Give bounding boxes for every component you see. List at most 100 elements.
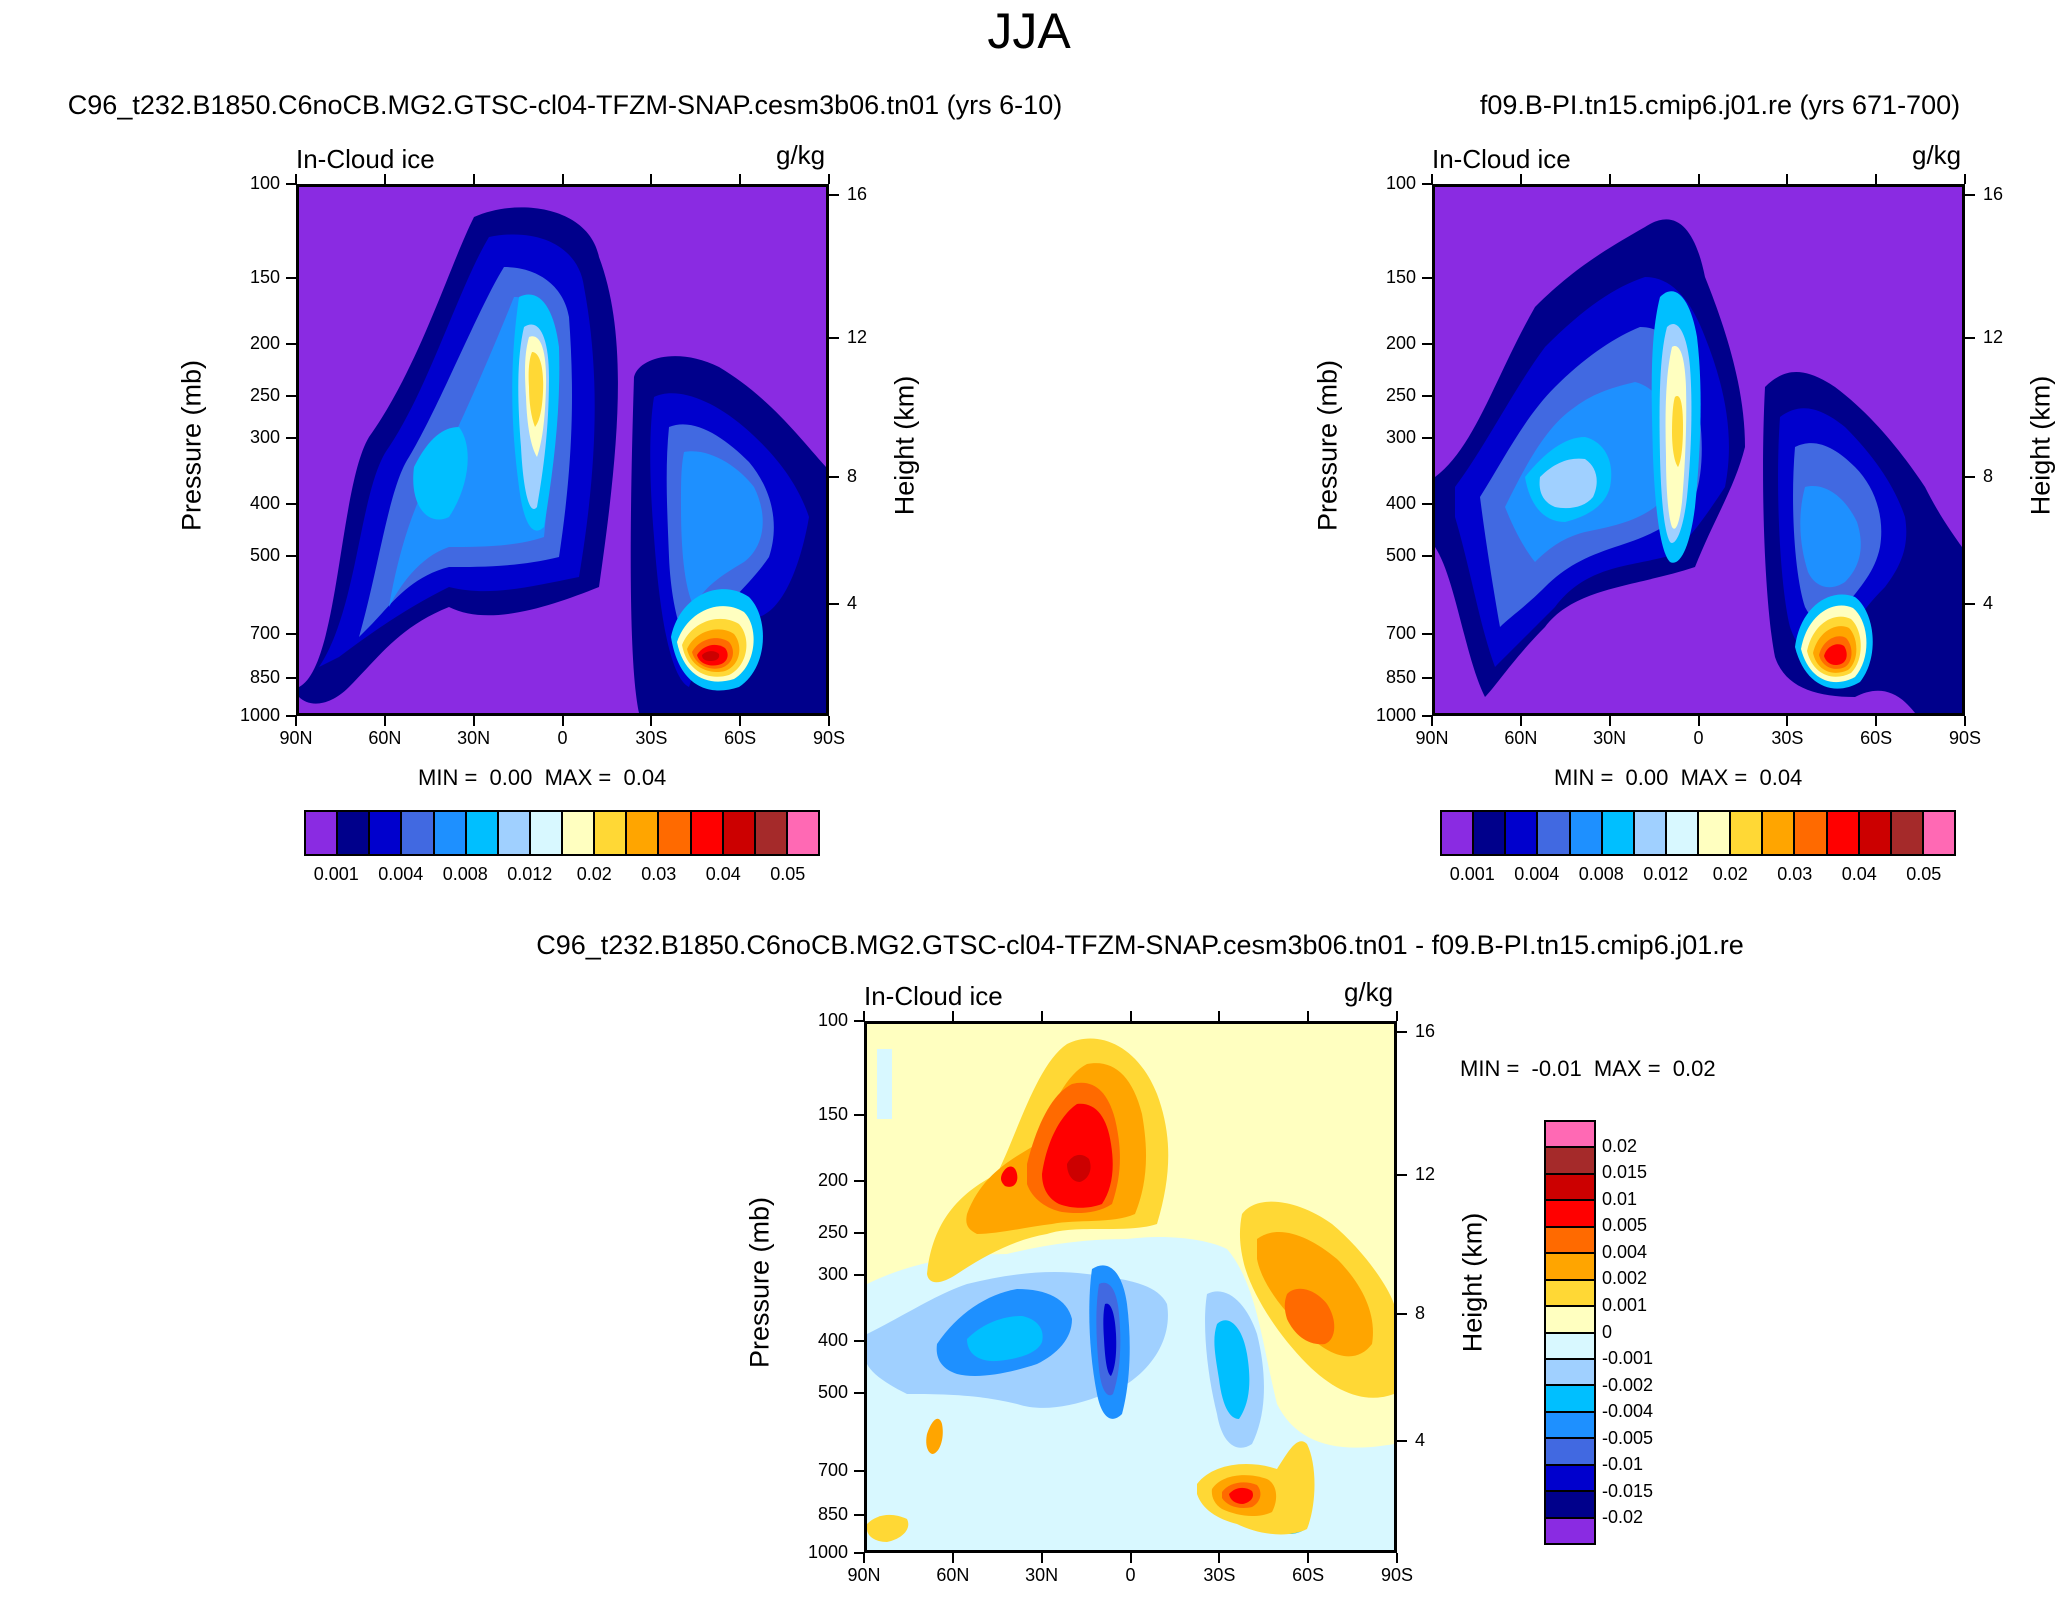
panel3-colorbar-cell <box>1546 1333 1594 1360</box>
panel3-y2tick-mark <box>1397 1030 1407 1033</box>
panel3-colorbar-cell <box>1546 1412 1594 1440</box>
panel1-colorbar-label: 0.04 <box>705 864 741 884</box>
panel2-colorbar-label: 0.001 <box>1449 864 1495 884</box>
panel1-contour-r4 <box>681 451 763 607</box>
panel1-ytick-label: 700 <box>249 622 280 643</box>
panel3-field-label: In-Cloud ice <box>864 981 1003 1011</box>
panel3-ytick-label: 150 <box>817 1103 848 1124</box>
panel3-colorbar-cell <box>1546 1227 1594 1255</box>
panel2-ytick-label: 700 <box>1385 622 1416 643</box>
panel3-colorbar-label: 0.02 <box>1602 1135 1638 1156</box>
panel3-ytick-label: 1000 <box>807 1542 848 1562</box>
panel1-ytick-label: 150 <box>249 266 280 287</box>
panel2-ytick-label: 300 <box>1385 426 1416 447</box>
panel1-colorbar-cell <box>466 812 499 854</box>
panel2-ytick-mark <box>1422 632 1432 635</box>
panel1-colorbar-cell <box>563 812 596 854</box>
panel3-xtick-mark-top <box>1396 1011 1398 1021</box>
panel3-xtick-mark <box>1040 1553 1043 1563</box>
panel1-ytick-label: 1000 <box>239 705 280 725</box>
panel3-ytick-label: 500 <box>817 1381 848 1402</box>
panel3-colorbar-label: -0.02 <box>1602 1507 1644 1528</box>
panel3-ytick-mark <box>854 1020 864 1022</box>
panel3-ytick-mark <box>854 1113 864 1116</box>
panel1-colorbar-cell <box>434 812 467 854</box>
panel2-colorbar-cell <box>1442 812 1475 854</box>
panel1-colorbar <box>304 810 820 856</box>
panel3-y2tick-label: 4 <box>1415 1430 1426 1451</box>
panel2-contour-l6 <box>1539 458 1597 509</box>
panel3-xtick-label: 60N <box>936 1565 970 1585</box>
panel2-ylabel: Pressure (mb) <box>1312 359 1343 532</box>
panel3-colorbar-cell <box>1546 1518 1594 1543</box>
panel3-colorbar-label: 0.015 <box>1602 1162 1648 1183</box>
panel2-ytick-label: 100 <box>1385 173 1416 193</box>
panel3-ytick-mark <box>854 1180 864 1183</box>
panel2-colorbar-cell <box>1859 812 1892 854</box>
panel3-colorbar-label: 0.001 <box>1602 1294 1648 1315</box>
panel3-contours <box>867 1024 1394 1550</box>
panel3-min-label: MIN = <box>1460 1056 1520 1081</box>
panel2-xtick-label: 30S <box>1771 728 1804 748</box>
panel1-xtick-mark-top <box>650 174 653 184</box>
panel2-xtick-mark <box>1431 716 1433 726</box>
panel2-y2tick-mark <box>1965 475 1975 478</box>
panel3-y2label: Height (km) <box>1457 1212 1488 1353</box>
panel3-colorbar-cell <box>1546 1148 1594 1175</box>
panel2-xtick-mark <box>1786 716 1789 726</box>
panel2-colorbar-cell <box>1763 812 1796 854</box>
panel2-xtick-label: 60S <box>1860 728 1893 748</box>
panel2-ytick-mark <box>1422 677 1432 680</box>
panel3-colorbar-label: -0.01 <box>1602 1454 1644 1475</box>
panel3-y2tick-mark <box>1397 1174 1407 1177</box>
panel2-max-value: 0.04 <box>1759 765 1803 790</box>
panel1-colorbar-cell <box>627 812 660 854</box>
panel2-colorbar-label: 0.04 <box>1841 864 1877 884</box>
panel3-colorbar-cell <box>1546 1465 1594 1493</box>
panel1-colorbar-label: 0.012 <box>507 864 553 884</box>
panel2-colorbar-cell <box>1474 812 1507 854</box>
panel2-xtick-mark-top <box>1786 174 1789 184</box>
panel2-colorbar-cell <box>1506 812 1539 854</box>
panel2-contour-r10 <box>1824 644 1847 666</box>
panel2-contour-l10 <box>1672 396 1683 467</box>
panel2-ytick-label: 400 <box>1385 493 1416 514</box>
panel3-colorbar-cell <box>1546 1359 1594 1387</box>
panel1-ytick-label: 200 <box>249 333 280 354</box>
panel2-xtick-mark-top <box>1608 174 1611 184</box>
panel1-xtick-mark <box>739 716 742 726</box>
panel1-y2tick-mark <box>829 475 839 478</box>
panel3-ytick-label: 300 <box>817 1263 848 1284</box>
panel3-colorbar-label: 0.004 <box>1602 1241 1648 1262</box>
panel1-xtick-mark-top <box>561 174 564 184</box>
panel3-xtick-mark <box>951 1553 954 1563</box>
panel1-xtick-label: 60N <box>368 728 402 748</box>
panel3-ytick-mark <box>854 1340 864 1343</box>
panel2-colorbar-label: 0.012 <box>1643 864 1689 884</box>
panel2-ytick-label: 250 <box>1385 384 1416 405</box>
panel1-ytick-mark <box>286 183 296 185</box>
panel1-xtick-label: 90S <box>812 728 846 748</box>
panel3-contour-neg2 <box>877 1049 892 1119</box>
panel3-max-label: MAX = <box>1593 1056 1661 1081</box>
panel1-ylabel: Pressure (mb) <box>176 359 207 532</box>
panel2-max-label: MAX = <box>1680 765 1748 790</box>
panel3-xtick-label: 30S <box>1203 1565 1236 1585</box>
panel3-xtick-mark-top <box>1218 1011 1221 1021</box>
panel1-colorbar-cell <box>498 812 531 854</box>
panel2-colorbar-label: 0.05 <box>1906 864 1942 884</box>
panel1-contour-r11 <box>702 651 720 661</box>
panel3-xtick-mark <box>1218 1553 1221 1563</box>
panel1-xtick-label: 60S <box>724 728 757 748</box>
panel3-colorbar-cell <box>1546 1174 1594 1202</box>
panel3-ytick-mark <box>854 1514 864 1517</box>
panel1-ytick-mark <box>286 276 296 279</box>
panel3-ytick-label: 400 <box>817 1330 848 1351</box>
panel3-colorbar-cell <box>1546 1492 1594 1519</box>
panel2-min-label: MIN = <box>1554 765 1614 790</box>
panel1-xtick-mark-top <box>828 174 830 184</box>
panel3-contour-neg9 <box>1103 1303 1117 1376</box>
panel3-xtick-mark <box>1307 1553 1310 1563</box>
panel1-minmax: MIN = 0.00 MAX = 0.04 <box>418 765 666 791</box>
panel3-colorbar-cell <box>1546 1280 1594 1308</box>
